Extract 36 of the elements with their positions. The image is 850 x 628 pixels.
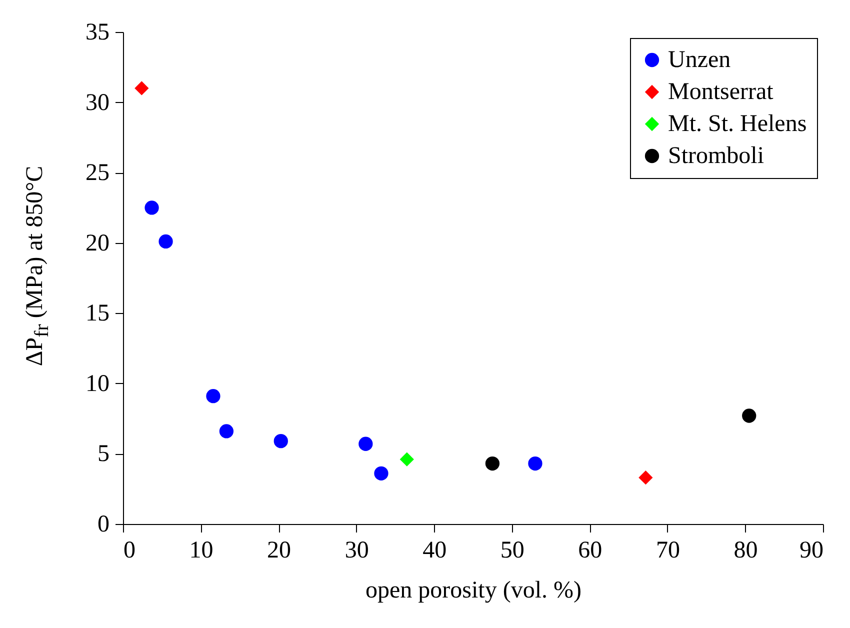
point (528, 456, 542, 471)
y-tick-label: 30 (86, 90, 110, 116)
legend-label: Mt. St. Helens (668, 111, 807, 137)
x-tick-label: 90 (800, 538, 824, 564)
y-tick-label: 0 (98, 512, 110, 538)
legend-label: Stromboli (668, 143, 764, 169)
y-tick-label: 15 (86, 300, 110, 327)
point (400, 452, 414, 466)
point (144, 200, 159, 215)
x-tick-label: 10 (189, 538, 214, 564)
point (742, 408, 756, 423)
legend-label: Unzen (668, 47, 731, 73)
y-tick-label: 5 (98, 441, 110, 468)
point (206, 389, 220, 404)
y-tick-label: 25 (86, 160, 110, 186)
x-tick-label: 0 (124, 538, 136, 564)
point (274, 434, 288, 448)
y-tick-label: 35 (86, 20, 110, 46)
point (219, 424, 234, 438)
x-tick-label: 40 (422, 538, 447, 564)
point (485, 456, 500, 471)
x-tick-label: 60 (578, 538, 602, 564)
point (134, 81, 149, 96)
y-tick-label: 10 (86, 370, 110, 397)
point (374, 466, 388, 480)
x-tick-label: 30 (344, 538, 369, 564)
x-tick-label: 50 (500, 538, 524, 564)
x-tick-label: 70 (656, 538, 680, 564)
x-axis-title: open porosity (vol. %) (366, 578, 582, 604)
x-tick-label: 80 (734, 538, 758, 564)
x-tick-label: 20 (267, 538, 292, 564)
point (638, 470, 653, 485)
point (358, 436, 373, 451)
point (158, 234, 173, 249)
legend-label: Montserrat (668, 79, 774, 105)
y-tick-label: 20 (86, 230, 110, 256)
